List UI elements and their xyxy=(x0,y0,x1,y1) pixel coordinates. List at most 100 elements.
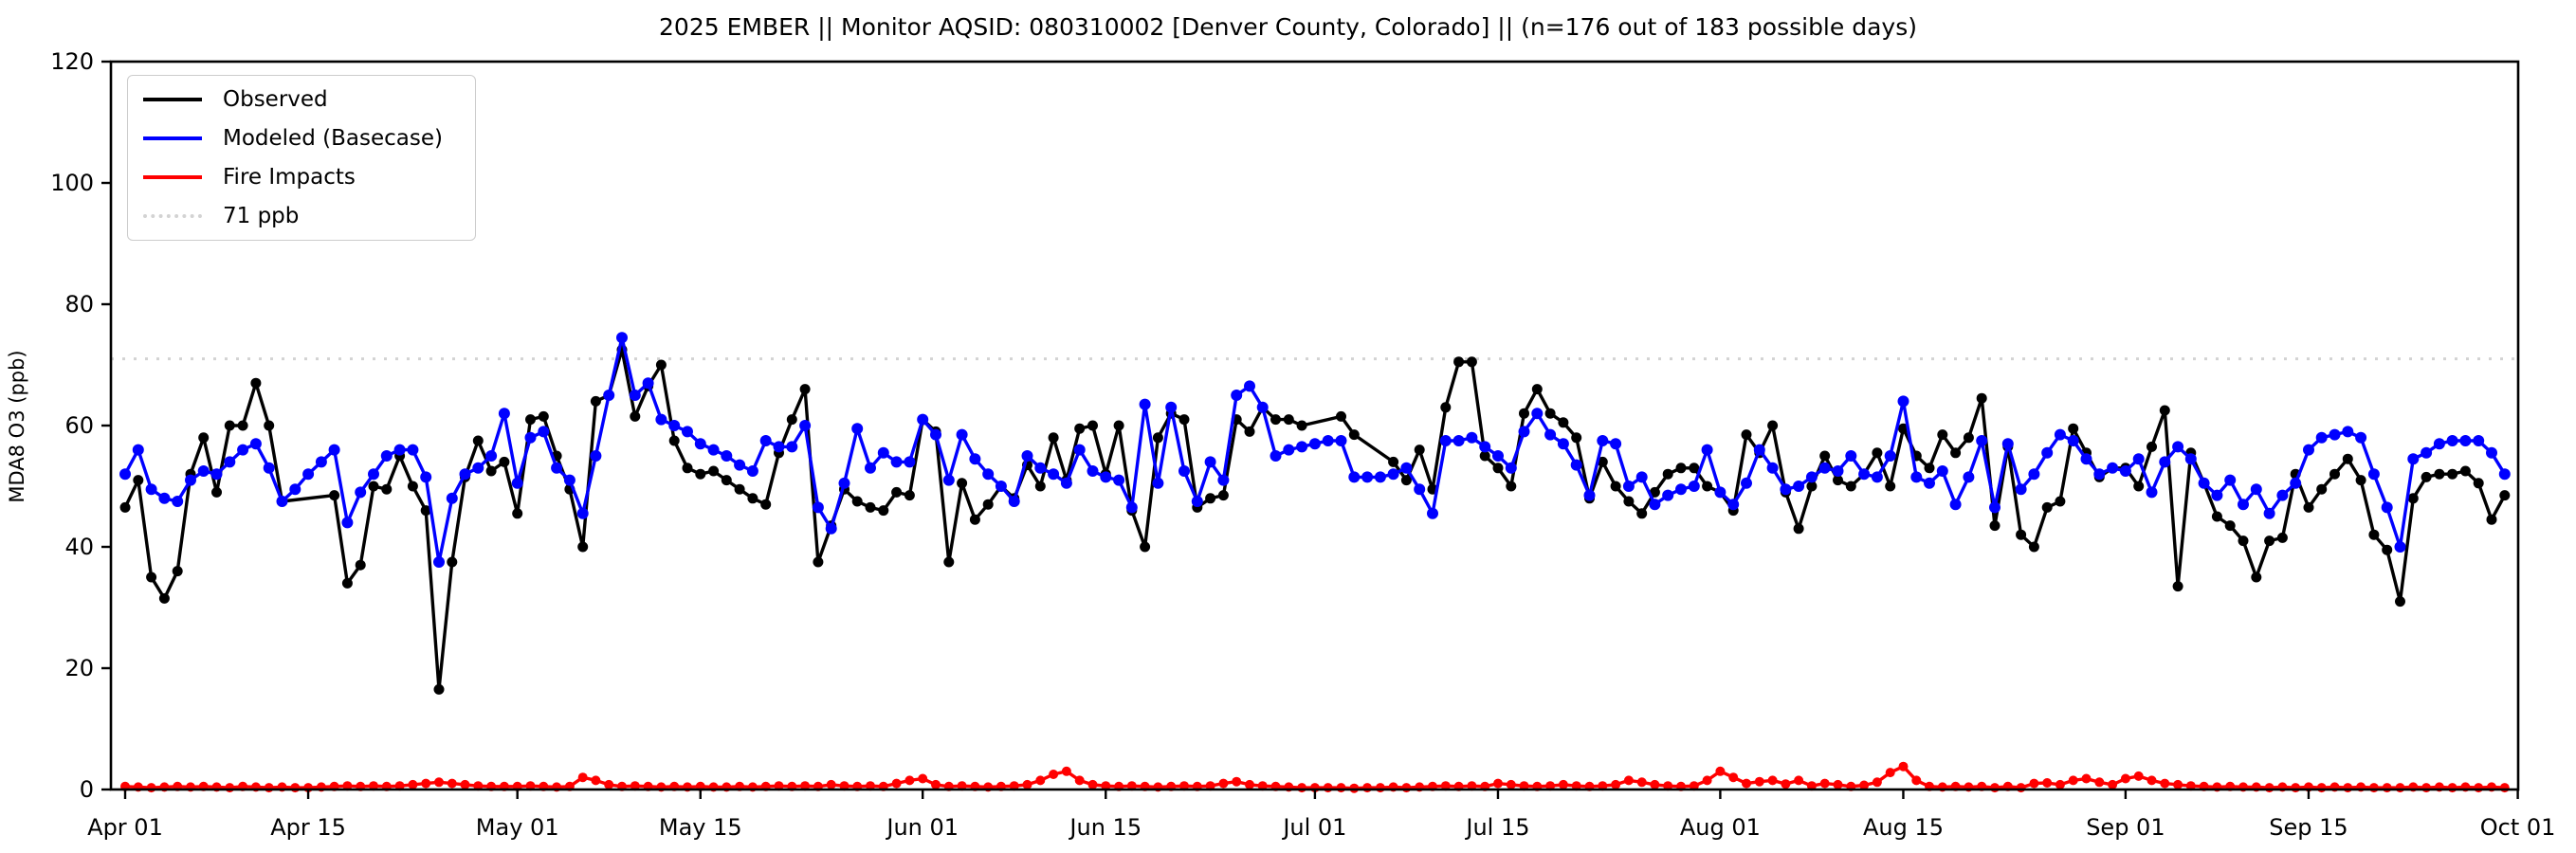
data-point xyxy=(1479,450,1490,462)
data-point xyxy=(197,465,210,477)
data-point xyxy=(2486,446,2497,459)
data-point xyxy=(1035,775,1046,786)
data-point xyxy=(2054,428,2066,441)
data-point xyxy=(1218,778,1229,789)
data-point xyxy=(1113,420,1124,431)
data-point xyxy=(368,468,379,481)
data-point xyxy=(485,465,497,477)
data-point xyxy=(2473,478,2484,489)
data-point xyxy=(1152,477,1164,489)
data-point xyxy=(904,775,915,786)
data-point xyxy=(1558,417,1569,428)
data-point xyxy=(825,522,837,535)
data-point xyxy=(1741,429,1752,441)
data-point xyxy=(1388,456,1399,467)
data-point xyxy=(2029,778,2039,789)
data-point xyxy=(1871,471,1883,483)
data-point xyxy=(1505,462,1517,474)
data-point xyxy=(1805,471,1818,483)
x-tick-label: Jul 01 xyxy=(1281,814,1346,841)
data-point xyxy=(2133,771,2144,781)
data-point xyxy=(1400,462,1413,474)
data-point xyxy=(2498,468,2511,481)
data-point xyxy=(1819,450,1831,462)
data-point xyxy=(1100,471,1112,483)
x-tick-label: Sep 15 xyxy=(2269,814,2348,841)
legend-label-reference: 71 ppb xyxy=(223,204,300,228)
data-point xyxy=(1048,432,1059,444)
data-point xyxy=(2316,783,2327,793)
data-point xyxy=(1714,486,1726,499)
legend-item-observed: Observed xyxy=(143,87,456,112)
data-point xyxy=(263,462,275,474)
data-point xyxy=(2172,441,2184,453)
data-point xyxy=(329,490,340,501)
data-point xyxy=(1597,435,1609,446)
data-point xyxy=(721,450,733,462)
data-point xyxy=(1296,441,1308,453)
data-point xyxy=(2238,535,2249,547)
data-point xyxy=(1336,410,1346,422)
data-point xyxy=(1087,779,1098,789)
data-point xyxy=(1401,783,1412,793)
data-point xyxy=(1256,401,1269,413)
data-point xyxy=(2395,783,2405,793)
x-tick-label: Apr 01 xyxy=(87,814,163,841)
data-point xyxy=(1414,445,1425,456)
data-point xyxy=(1060,477,1072,489)
data-point xyxy=(1506,779,1516,789)
data-point xyxy=(460,779,470,789)
data-point xyxy=(918,773,928,784)
data-point xyxy=(982,499,994,510)
data-point xyxy=(315,456,327,468)
data-point xyxy=(1833,475,1843,486)
data-point xyxy=(603,390,615,401)
data-point xyxy=(1296,420,1307,431)
data-point xyxy=(1649,499,1661,511)
legend: Observed Modeled (Basecase) Fire Impacts… xyxy=(127,75,476,241)
data-point xyxy=(2382,783,2392,793)
data-point xyxy=(1439,435,1452,446)
data-point xyxy=(734,483,745,495)
data-point xyxy=(1754,776,1764,787)
data-point xyxy=(172,566,183,577)
legend-label-modeled: Modeled (Basecase) xyxy=(223,126,443,151)
data-point xyxy=(877,446,889,459)
data-point xyxy=(2368,529,2380,540)
data-point xyxy=(525,414,536,426)
data-point xyxy=(2028,541,2039,553)
data-point xyxy=(930,428,941,441)
data-point xyxy=(2382,544,2393,555)
data-point xyxy=(2381,501,2393,514)
data-point xyxy=(813,556,824,568)
data-point xyxy=(2120,773,2130,784)
data-point xyxy=(1623,496,1635,507)
data-point xyxy=(1635,471,1648,483)
data-point xyxy=(1362,783,1373,793)
data-point xyxy=(734,459,746,471)
data-point xyxy=(1152,432,1163,444)
data-point xyxy=(2159,405,2170,416)
data-point xyxy=(145,483,157,496)
data-point xyxy=(1466,356,1477,368)
data-point xyxy=(421,778,431,789)
data-point xyxy=(1531,408,1544,420)
data-point xyxy=(132,444,144,456)
y-tick-label: 80 xyxy=(64,291,94,318)
data-point xyxy=(604,779,614,789)
data-point xyxy=(838,477,850,489)
data-point xyxy=(577,772,588,783)
data-point xyxy=(590,450,602,462)
data-point xyxy=(1492,463,1504,474)
data-point xyxy=(2068,423,2079,434)
data-point xyxy=(1989,501,2001,514)
data-point xyxy=(759,435,772,446)
data-point xyxy=(1885,481,1896,492)
data-point xyxy=(1204,456,1216,468)
data-point xyxy=(786,414,797,426)
y-tick-label: 60 xyxy=(64,412,94,439)
data-point xyxy=(485,450,498,462)
data-point xyxy=(2421,471,2432,482)
data-point xyxy=(2407,453,2420,465)
data-point xyxy=(1780,483,1792,496)
